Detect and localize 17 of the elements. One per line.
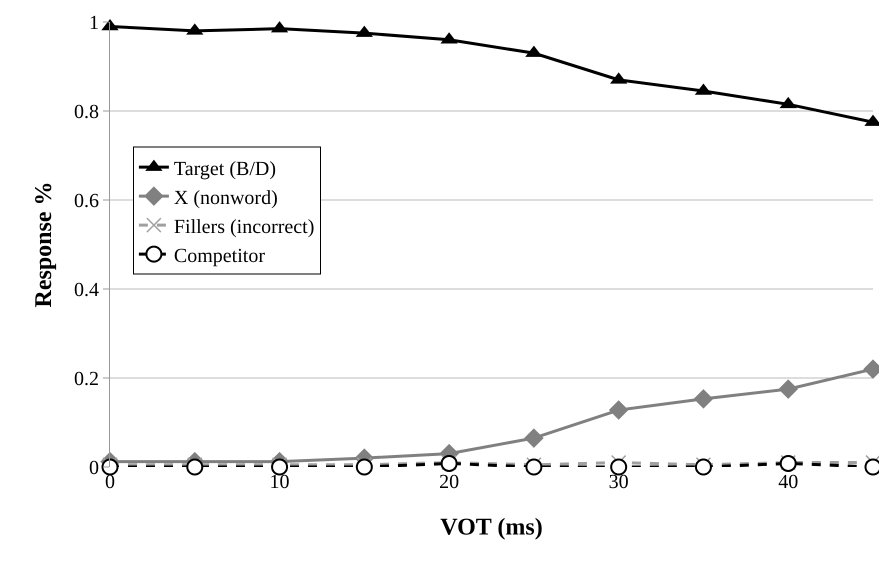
y-axis-title: Response % (31, 181, 58, 308)
x-axis-title: VOT (ms) (440, 514, 543, 540)
x-tick-label: 10 (270, 471, 290, 493)
legend-label: Fillers (incorrect) (174, 216, 314, 238)
y-tick-label: 0.8 (74, 101, 99, 123)
x-tick-label: 30 (608, 471, 629, 493)
x-tick-label: 0 (105, 471, 115, 493)
legend-label: Target (B/D) (174, 158, 276, 180)
y-tick-label: 0.4 (74, 279, 99, 301)
legend-label: X (nonword) (174, 186, 278, 209)
legend-label: Competitor (174, 244, 266, 267)
y-tick-label: 1 (89, 12, 99, 34)
y-tick-label: 0.2 (74, 368, 99, 390)
y-tick-label: 0 (89, 457, 99, 479)
x-tick-label: 40 (778, 471, 798, 493)
x-tick-label: 20 (439, 471, 460, 493)
y-tick-label: 0.6 (74, 190, 99, 212)
